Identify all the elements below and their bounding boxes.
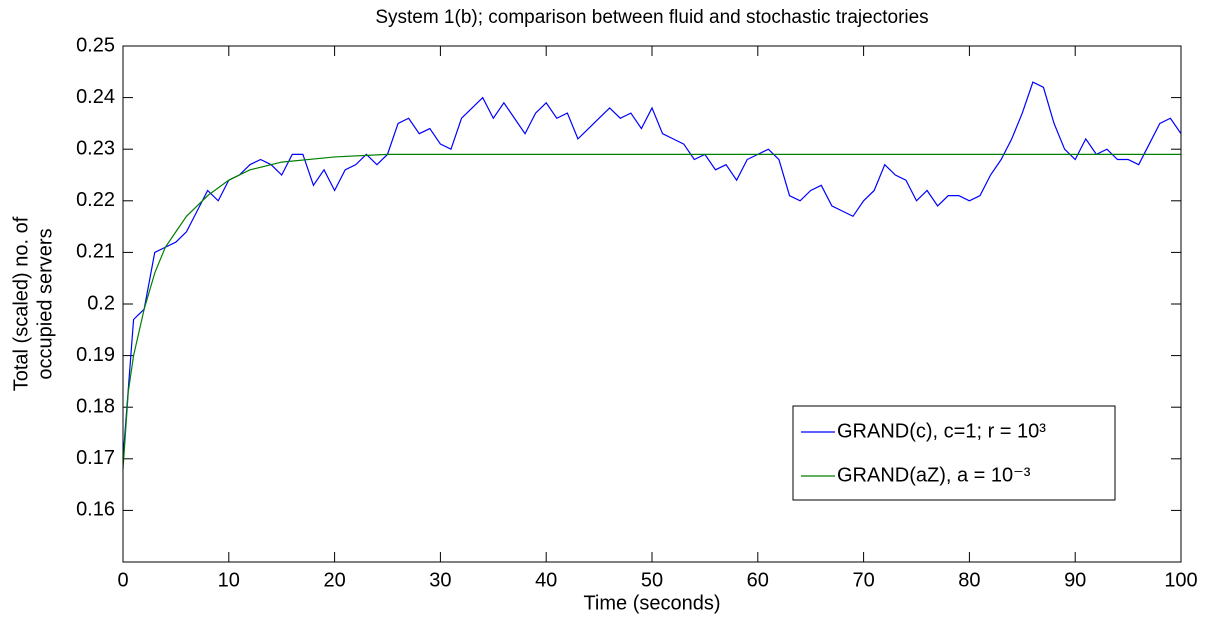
x-tick-label: 50 <box>641 569 663 591</box>
x-axis-label: Time (seconds) <box>583 592 720 614</box>
x-tick-label: 20 <box>323 569 345 591</box>
chart-title: System 1(b); comparison between fluid an… <box>375 7 928 28</box>
y-tick-label: 0.18 <box>76 395 115 417</box>
x-tick-label: 30 <box>429 569 451 591</box>
y-tick-label: 0.17 <box>76 447 115 469</box>
y-tick-label: 0.21 <box>76 241 115 263</box>
legend-label: GRAND(c), c=1; r = 10³ <box>837 420 1046 442</box>
plot-frame <box>122 45 1182 563</box>
x-tick-label: 70 <box>852 569 874 591</box>
x-tick-label: 0 <box>117 569 128 591</box>
x-tick-label: 10 <box>218 569 240 591</box>
y-axis-label: occupied servers <box>34 228 56 379</box>
x-tick-label: 60 <box>747 569 769 591</box>
y-tick-label: 0.23 <box>76 137 115 159</box>
y-tick-label: 0.22 <box>76 189 115 211</box>
x-tick-label: 90 <box>1064 569 1086 591</box>
data-line <box>122 153 1181 470</box>
legend-box <box>792 405 1116 501</box>
x-tick-label: 80 <box>958 569 980 591</box>
y-tick-label: 0.24 <box>76 86 115 108</box>
y-tick-label: 0.2 <box>87 292 115 314</box>
y-axis-label: Total (scaled) no. of <box>10 216 32 391</box>
y-tick-label: 0.25 <box>76 34 115 56</box>
y-tick-label: 0.19 <box>76 344 115 366</box>
data-line <box>122 81 1182 459</box>
x-tick-label: 40 <box>535 569 557 591</box>
legend-label: GRAND(aZ), a = 10⁻³ <box>837 464 1031 486</box>
y-tick-label: 0.16 <box>76 499 115 521</box>
x-tick-label: 100 <box>1164 569 1197 591</box>
